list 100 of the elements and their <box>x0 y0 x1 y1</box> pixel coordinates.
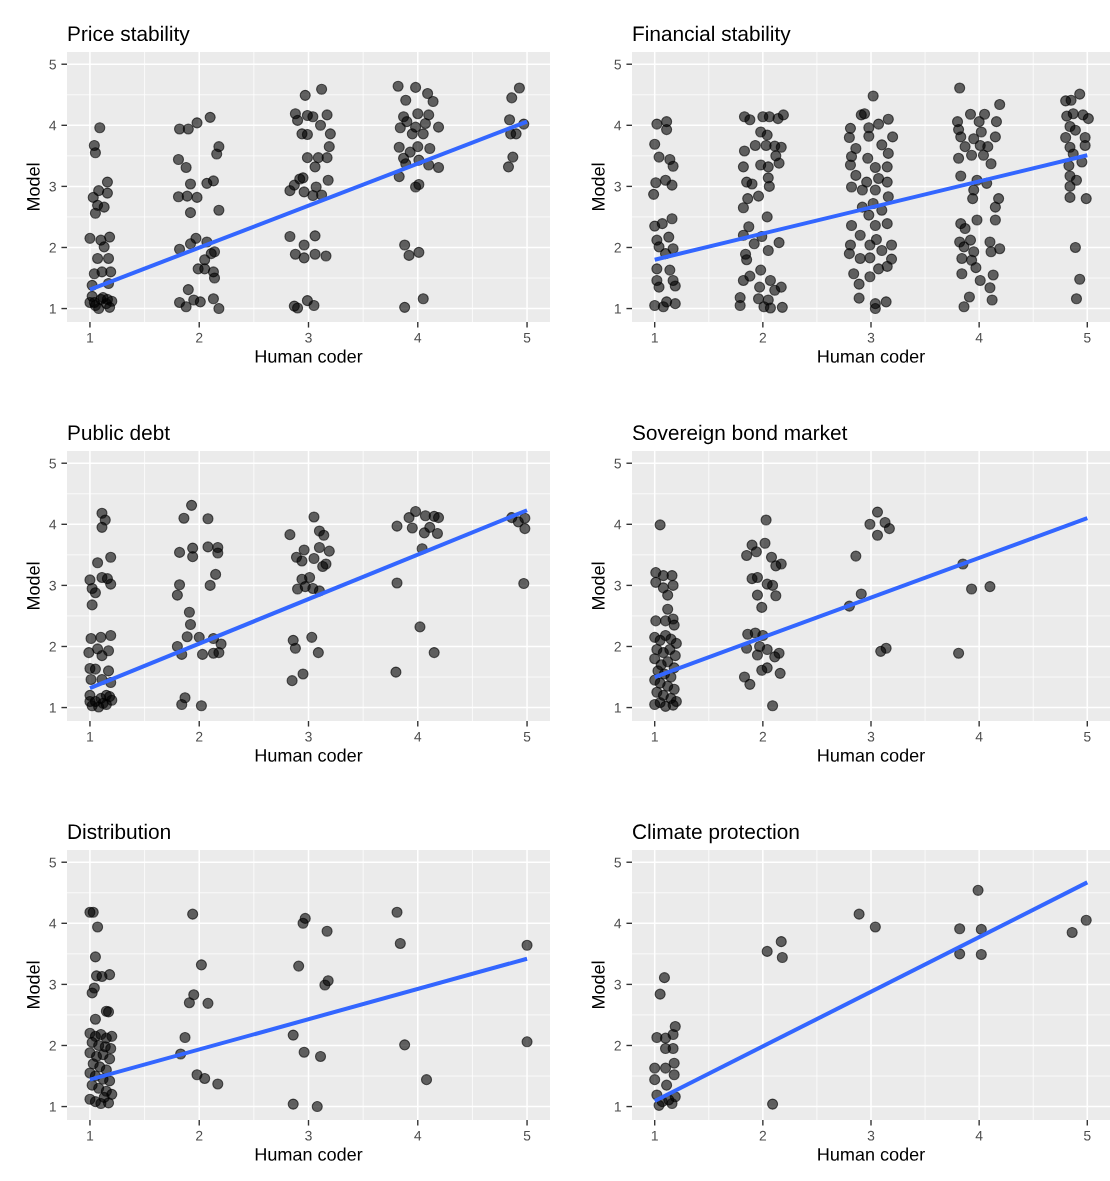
x-tick-label: 4 <box>975 1130 983 1141</box>
chart-title: Climate protection <box>633 823 799 844</box>
y-tick-label: 3 <box>49 181 56 192</box>
y-tick-label: 1 <box>614 703 621 713</box>
x-tick-label: 3 <box>305 1130 312 1141</box>
x-tick-label: 5 <box>523 731 531 742</box>
point <box>767 1098 779 1110</box>
y-axis-title: Model <box>591 163 605 211</box>
y-axis-title: Model <box>26 961 40 1009</box>
y-tick-label: 4 <box>614 120 622 131</box>
x-tick-label: 2 <box>759 1130 767 1141</box>
y-tick-label: 4 <box>49 519 57 530</box>
x-tick-label: 3 <box>867 332 875 343</box>
x-tick-label: 3 <box>867 1130 875 1141</box>
point <box>667 1042 679 1055</box>
x-tick-label: 3 <box>305 332 312 343</box>
x-tick-label: 4 <box>414 1130 422 1141</box>
x-tick-label: 5 <box>1083 731 1091 742</box>
point <box>975 948 987 961</box>
y-tick-label: 1 <box>49 703 56 713</box>
x-tick-label: 1 <box>87 332 94 343</box>
x-axis-title: Human coder <box>818 349 925 363</box>
x-tick-label: 1 <box>651 731 658 742</box>
point <box>659 1062 672 1074</box>
x-tick-label: 4 <box>414 332 422 343</box>
chart-title: Public debt <box>68 424 170 441</box>
point <box>1080 914 1092 926</box>
point <box>658 972 671 984</box>
y-tick-label: 4 <box>49 918 57 929</box>
y-axis-title: Model <box>591 961 605 1009</box>
x-axis-title: Human coder <box>818 1147 925 1161</box>
y-tick-label: 2 <box>614 242 621 253</box>
x-tick-label: 1 <box>87 731 94 742</box>
y-tick-label: 2 <box>49 1040 56 1051</box>
point <box>1066 926 1078 939</box>
x-tick-label: 2 <box>196 332 203 343</box>
point <box>954 948 966 960</box>
point <box>954 923 966 935</box>
y-tick-label: 3 <box>49 580 56 591</box>
x-tick-label: 3 <box>305 731 312 742</box>
x-tick-label: 1 <box>87 1130 94 1141</box>
y-tick-label: 4 <box>614 519 622 530</box>
x-tick-label: 5 <box>1083 332 1091 343</box>
point <box>667 1028 679 1041</box>
x-tick-label: 4 <box>414 731 422 742</box>
chart-title: Financial stability <box>633 25 791 46</box>
point <box>853 908 865 920</box>
x-tick-label: 1 <box>651 1130 658 1141</box>
chart-title: Sovereign bond market <box>632 424 848 445</box>
x-tick-label: 5 <box>523 332 531 343</box>
chart-title: Price stability <box>68 25 190 46</box>
point <box>661 1079 673 1091</box>
y-tick-label: 5 <box>49 857 56 868</box>
x-axis-title: Human coder <box>255 748 363 762</box>
y-axis-title: Model <box>591 562 605 610</box>
y-tick-label: 3 <box>614 580 621 591</box>
y-tick-label: 3 <box>49 979 56 990</box>
x-tick-label: 2 <box>759 332 767 343</box>
x-tick-label: 4 <box>975 332 983 343</box>
x-axis-title: Human coder <box>255 349 363 363</box>
y-tick-label: 1 <box>49 1102 56 1112</box>
y-axis-title: Model <box>26 562 40 610</box>
point <box>975 923 987 935</box>
point <box>761 945 773 957</box>
y-tick-label: 2 <box>49 641 56 652</box>
y-tick-label: 2 <box>49 242 56 253</box>
point <box>649 1062 661 1074</box>
y-tick-label: 5 <box>49 458 56 469</box>
x-tick-label: 4 <box>975 731 983 742</box>
point <box>651 1031 663 1044</box>
y-tick-label: 5 <box>614 59 621 70</box>
x-tick-label: 2 <box>196 1130 203 1141</box>
y-tick-label: 1 <box>614 1102 621 1112</box>
point <box>775 936 787 948</box>
y-tick-label: 5 <box>49 59 56 70</box>
x-tick-label: 5 <box>1083 1130 1091 1141</box>
point <box>654 988 666 1000</box>
y-tick-label: 4 <box>49 120 57 131</box>
y-tick-label: 2 <box>614 1040 621 1051</box>
x-tick-label: 5 <box>523 1130 531 1141</box>
y-tick-label: 2 <box>614 641 621 652</box>
point <box>869 921 881 933</box>
x-axis-title: Human coder <box>818 748 925 762</box>
y-tick-label: 5 <box>614 857 621 868</box>
y-axis-title: Model <box>26 163 40 211</box>
y-tick-label: 4 <box>614 918 622 929</box>
y-tick-label: 5 <box>614 458 621 469</box>
y-tick-label: 1 <box>614 304 621 314</box>
point <box>649 1074 661 1086</box>
y-tick-label: 1 <box>49 304 56 314</box>
x-tick-label: 3 <box>867 731 875 742</box>
x-tick-label: 1 <box>651 332 658 343</box>
x-axis-title: Human coder <box>255 1147 363 1161</box>
point <box>972 884 984 896</box>
x-tick-label: 2 <box>759 731 767 742</box>
x-tick-label: 2 <box>196 731 203 742</box>
chart-title: Distribution <box>68 823 170 840</box>
point <box>776 951 788 964</box>
y-tick-label: 3 <box>614 979 621 990</box>
y-tick-label: 3 <box>614 181 621 192</box>
